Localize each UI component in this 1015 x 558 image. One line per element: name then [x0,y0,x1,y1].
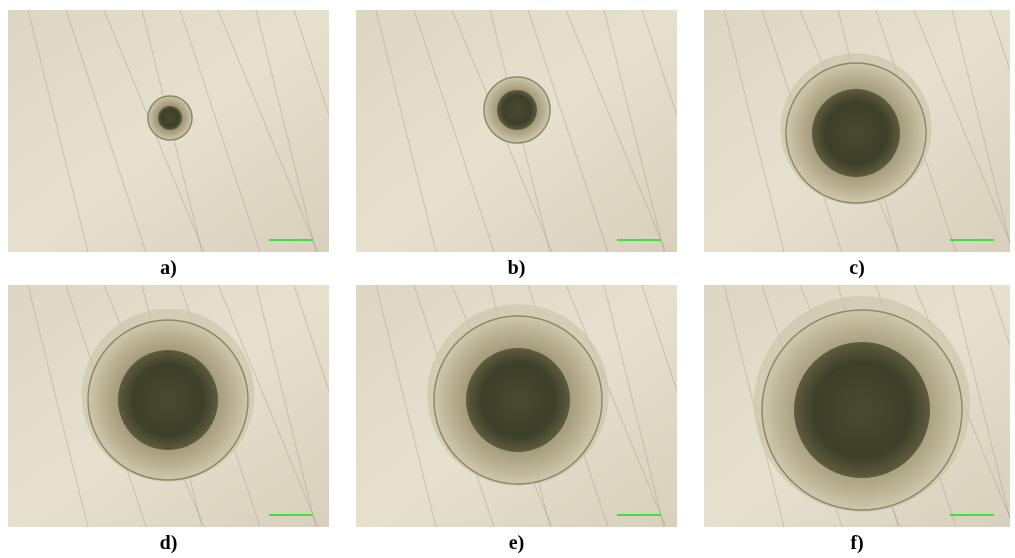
core [497,90,537,130]
core [812,89,900,177]
core [158,106,182,130]
panel-label: b) [508,257,526,279]
core [794,342,930,478]
panel-label: c) [849,257,865,279]
panel-label: a) [160,257,177,279]
micrograph [704,10,1015,252]
panel-label: d) [160,532,178,554]
figure: a) b) c) d) e) f) [0,0,1015,558]
core [118,350,218,450]
core [466,348,570,452]
panel-label: f) [850,532,863,554]
panel-label: e) [509,532,525,554]
micrograph [704,285,1015,527]
